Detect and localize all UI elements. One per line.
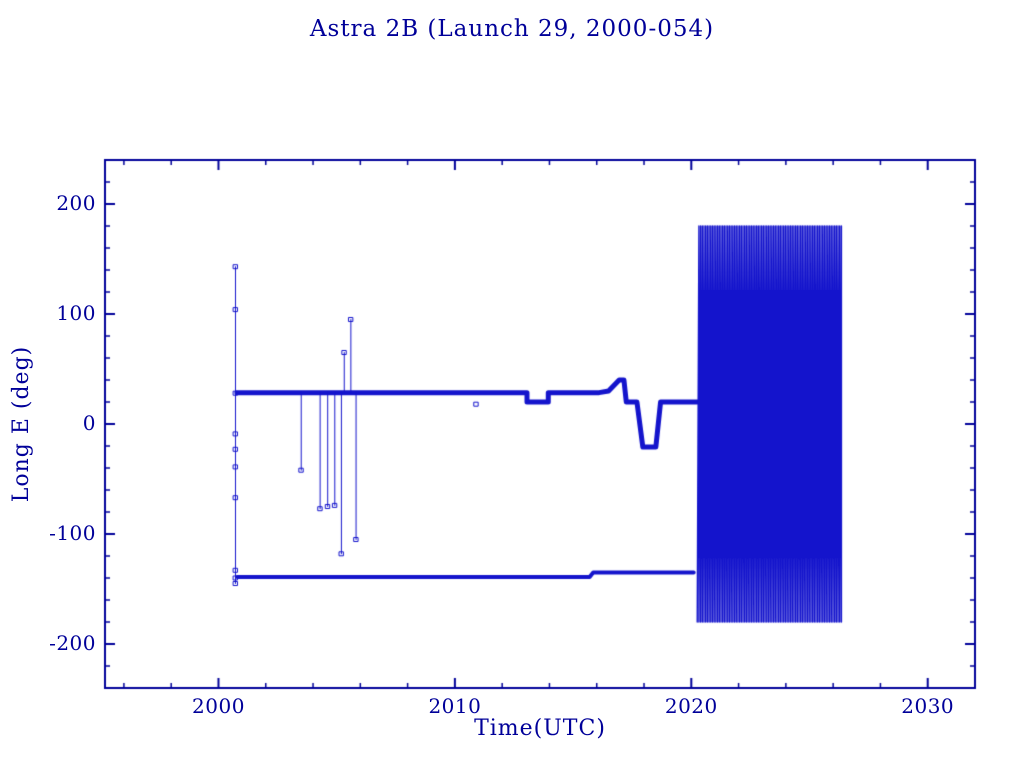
x-tick-label: 2030 — [901, 694, 955, 718]
y-tick-label: 100 — [56, 301, 96, 325]
x-tick-label: 2010 — [428, 694, 482, 718]
x-tick-label: 2000 — [192, 694, 245, 718]
y-tick-label: 200 — [56, 191, 96, 215]
y-tick-label: -100 — [49, 521, 96, 545]
y-tick-label: -200 — [49, 631, 96, 655]
y-tick-label: 0 — [82, 411, 96, 435]
x-tick-label: 2020 — [664, 694, 718, 718]
